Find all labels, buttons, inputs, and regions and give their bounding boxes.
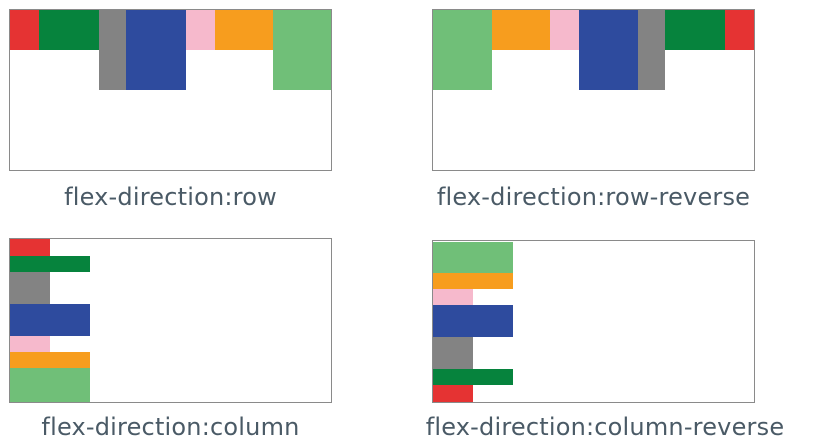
row-flex-container	[10, 10, 331, 170]
column-reverse-diagram	[432, 240, 755, 403]
caption-column-reverse: flex-direction:column-reverse	[425, 413, 785, 441]
row-reverse-flex-container	[433, 10, 754, 170]
column-reverse-item-gray	[433, 337, 473, 369]
caption-row-reverse: flex-direction:row-reverse	[436, 183, 751, 211]
row-reverse-item-lightgreen	[433, 10, 492, 90]
column-reverse-flex-container	[433, 241, 754, 402]
column-item-lightgreen	[10, 368, 90, 402]
row-reverse-item-pink	[550, 10, 579, 50]
column-item-pink	[10, 336, 50, 352]
row-reverse-item-blue	[579, 10, 638, 90]
row-reverse-item-green	[665, 10, 725, 50]
row-item-blue	[126, 10, 186, 90]
row-item-gray	[99, 10, 126, 90]
row-reverse-item-gray	[638, 10, 665, 90]
row-item-pink	[186, 10, 215, 50]
column-reverse-item-lightgreen	[433, 242, 513, 273]
column-item-orange	[10, 352, 90, 368]
column-item-blue	[10, 304, 90, 336]
row-item-red	[10, 10, 39, 50]
column-reverse-item-pink	[433, 289, 473, 305]
column-item-gray	[10, 272, 50, 304]
column-reverse-item-red	[433, 385, 473, 402]
row-item-lightgreen	[273, 10, 331, 90]
row-reverse-diagram	[432, 9, 755, 171]
column-reverse-item-orange	[433, 273, 513, 289]
column-diagram	[9, 238, 332, 403]
column-flex-container	[10, 239, 331, 402]
column-reverse-item-green	[433, 369, 513, 385]
column-reverse-item-blue	[433, 305, 513, 337]
row-reverse-item-red	[725, 10, 754, 50]
row-item-green	[39, 10, 99, 50]
column-item-green	[10, 256, 90, 272]
row-diagram	[9, 9, 332, 171]
column-item-red	[10, 239, 50, 256]
caption-column: flex-direction:column	[41, 413, 300, 441]
row-reverse-item-orange	[492, 10, 550, 50]
row-item-orange	[215, 10, 273, 50]
caption-row: flex-direction:row	[64, 183, 277, 211]
